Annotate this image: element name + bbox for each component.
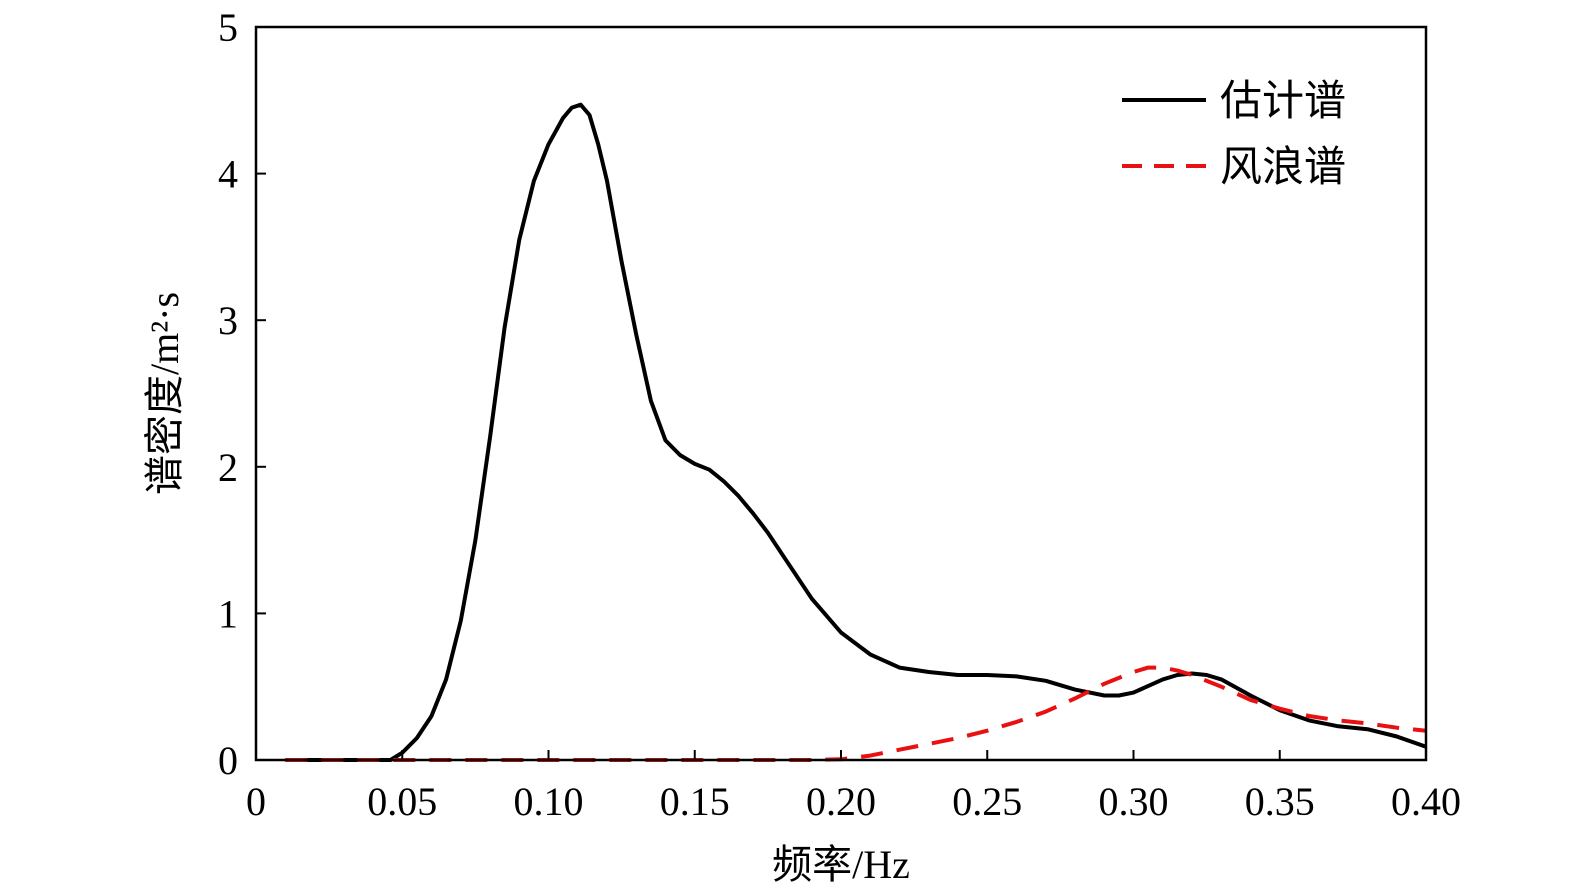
x-tick-label: 0.10 [514,779,584,824]
y-tick-label: 1 [218,591,238,636]
x-tick-label: 0 [246,779,266,824]
x-tick-label: 0.25 [952,779,1022,824]
x-tick-label: 0.20 [806,779,876,824]
legend-label-wind-wave-spectrum: 风浪谱 [1220,144,1346,191]
plot-area-frame [254,25,1428,762]
series-line-wind-wave-spectrum [285,665,1427,762]
y-tick-label: 4 [218,152,238,197]
x-tick-label: 0.35 [1245,779,1315,824]
legend-label-estimated-spectrum: 估计谱 [1220,79,1346,125]
y-axis-ticks: 0 1 2 3 4 5 [218,5,266,783]
y-tick-label: 0 [218,738,238,783]
x-axis-ticks: 0 0.05 0.10 0.15 0.20 0.25 0.30 0.35 0.40 [246,750,1461,824]
series-layer [285,102,1427,762]
x-tick-label: 0.30 [1099,779,1169,824]
x-tick-label: 0.40 [1391,779,1461,824]
x-tick-label: 0.15 [660,779,730,824]
legend: 估计谱 风浪谱 [1122,79,1346,191]
series-line-estimated-spectrum [285,102,1427,762]
y-tick-label: 2 [218,445,238,490]
x-axis-title: 频率/Hz [772,842,910,887]
x-tick-label: 0.05 [367,779,437,824]
y-tick-label: 3 [218,298,238,343]
y-tick-label: 5 [218,5,238,50]
y-axis-title: 谱密度/m²·s [142,292,187,495]
